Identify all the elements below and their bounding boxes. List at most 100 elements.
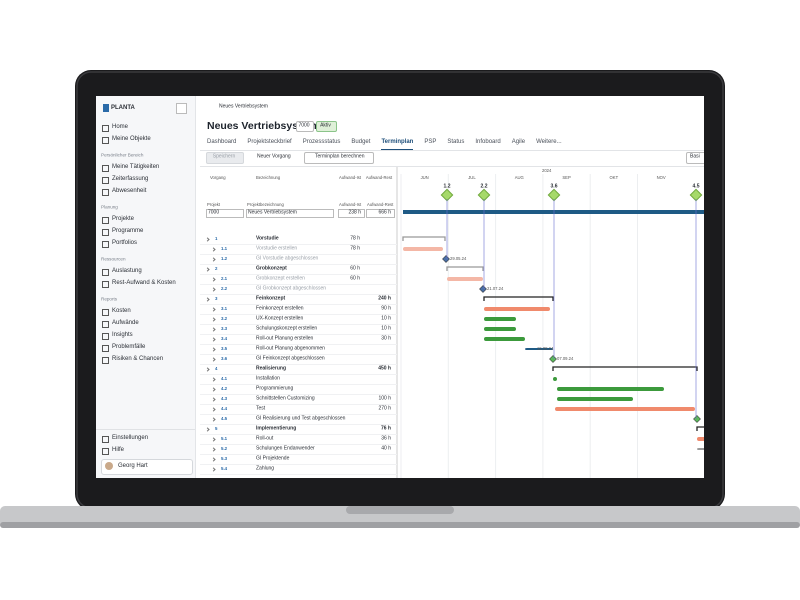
nav-item[interactable]: Risiken & Chancen [112, 356, 164, 362]
row-line [200, 404, 397, 405]
tab[interactable]: Dashboard [207, 139, 237, 145]
summary-bar [483, 296, 554, 301]
task-milestone [549, 355, 557, 363]
tab[interactable]: Status [447, 139, 465, 145]
tab-divider [200, 150, 704, 151]
tab[interactable]: Infoboard [475, 139, 501, 145]
effort-remaining: 76 h [380, 425, 391, 432]
gantt-layer [396, 166, 704, 478]
nav-item[interactable]: Rest-Aufwand & Kosten [112, 280, 176, 286]
nav-item[interactable]: Programme [112, 228, 144, 234]
save-label: Speichern [212, 153, 236, 160]
effort-remaining: 10 h [381, 325, 391, 332]
gantt-bar [697, 448, 704, 450]
effort-remaining: 36 h [381, 435, 391, 442]
task-code: 1 [215, 235, 218, 241]
nav-item[interactable]: Meine Tätigkeiten [112, 164, 160, 170]
task-name: Schulungen Endanwender [256, 445, 315, 452]
search-box[interactable] [686, 152, 704, 164]
project-value: Neues Vertriebsystem [248, 209, 297, 216]
project-field [246, 209, 334, 218]
task-code: 4.2 [221, 385, 228, 391]
summary-bar [402, 236, 446, 241]
row-line [200, 254, 397, 255]
nav-item[interactable]: Abwesenheit [112, 188, 147, 194]
nav-item[interactable]: Zeiterfassung [112, 176, 149, 182]
effort-remaining: 100 h [378, 395, 391, 402]
milestone-diamond [477, 188, 491, 202]
user-name: Georg Hart [118, 463, 148, 469]
column-header: Aufwand-Ist [338, 174, 362, 180]
nav-item[interactable]: Portfolios [112, 240, 138, 246]
effort-remaining: 90 h [381, 305, 391, 312]
effort-actual: 78 h [350, 235, 360, 242]
nav-item[interactable]: Projekte [112, 216, 135, 222]
task-code: 4.3 [221, 395, 228, 401]
tab[interactable]: Weitere... [536, 139, 562, 145]
tab[interactable]: Budget [351, 139, 371, 145]
milestone-label: 4.5 [692, 183, 700, 190]
task-name: Vorstudie erstellen [256, 245, 298, 252]
task-milestone [442, 255, 450, 263]
gantt-bar [553, 377, 557, 381]
task-code: 3.1 [221, 305, 228, 311]
project-label: Aufwand-Ist [339, 201, 362, 207]
nav-item[interactable]: Aufwände [112, 320, 139, 326]
tab[interactable]: Prozessstatus [302, 139, 341, 145]
gantt-bar [484, 337, 525, 341]
logo [103, 104, 109, 112]
date-label: 21.07.24 [487, 285, 504, 291]
nav-icon [102, 176, 109, 184]
summary-bar [552, 366, 698, 371]
tab[interactable]: Agile [511, 139, 526, 145]
notch [346, 506, 454, 514]
row-line [200, 384, 397, 385]
row-line [200, 294, 397, 295]
nav-item[interactable]: Meine Objekte [112, 136, 151, 142]
user-box[interactable] [101, 459, 193, 475]
nav-item[interactable]: Problemfälle [112, 344, 146, 350]
date-label: 15.08.24 [537, 345, 554, 351]
save-button[interactable] [206, 152, 244, 164]
task-code: 5.3 [221, 455, 228, 461]
add-button[interactable] [176, 103, 187, 114]
nav-item[interactable]: Auslastung [112, 268, 142, 274]
gantt-bar [484, 307, 550, 311]
tab[interactable]: PSP [424, 139, 437, 145]
nav-icon [102, 268, 109, 276]
task-code: 1.1 [221, 245, 228, 251]
task-code: 4.4 [221, 405, 228, 411]
effort-remaining: 240 h [378, 295, 391, 302]
nav-icon [102, 188, 109, 196]
nav-item[interactable]: Kosten [112, 308, 131, 314]
column-header: Aufwand-Rest [365, 174, 393, 180]
milestone-diamond [547, 188, 561, 202]
task-milestone [479, 285, 487, 293]
gantt-bar [697, 437, 704, 441]
nav-icon [102, 308, 109, 316]
effort-remaining: 30 h [381, 335, 391, 342]
row-line [200, 414, 397, 415]
nav-item[interactable]: Hilfe [112, 447, 125, 453]
new-task[interactable]: Neuer Vorgang [257, 153, 291, 160]
nav-item[interactable]: Home [112, 124, 129, 130]
project-field [206, 209, 244, 218]
nav-item[interactable]: Insights [112, 332, 133, 338]
project-bar [403, 210, 704, 214]
nav-icon [102, 356, 109, 364]
tab[interactable]: Projektsteckbrief [247, 139, 292, 145]
date-label: 29.05.24 [450, 255, 467, 261]
base-edge [0, 522, 800, 528]
task-name: GI Feinkonzept abgeschlossen [256, 355, 325, 362]
nav-icon [102, 320, 109, 328]
task-code: 4 [215, 365, 218, 371]
calc-button[interactable] [304, 152, 374, 164]
task-name: Programmierung [256, 385, 294, 392]
sidebar [96, 96, 196, 478]
milestone-label: 3.6 [550, 183, 558, 190]
project-field [338, 209, 365, 218]
nav-item[interactable]: Einstellungen [112, 435, 149, 441]
project-id: 7000 [298, 122, 310, 129]
tab[interactable]: Terminplan [381, 139, 414, 145]
section-title: Planung [101, 204, 118, 210]
